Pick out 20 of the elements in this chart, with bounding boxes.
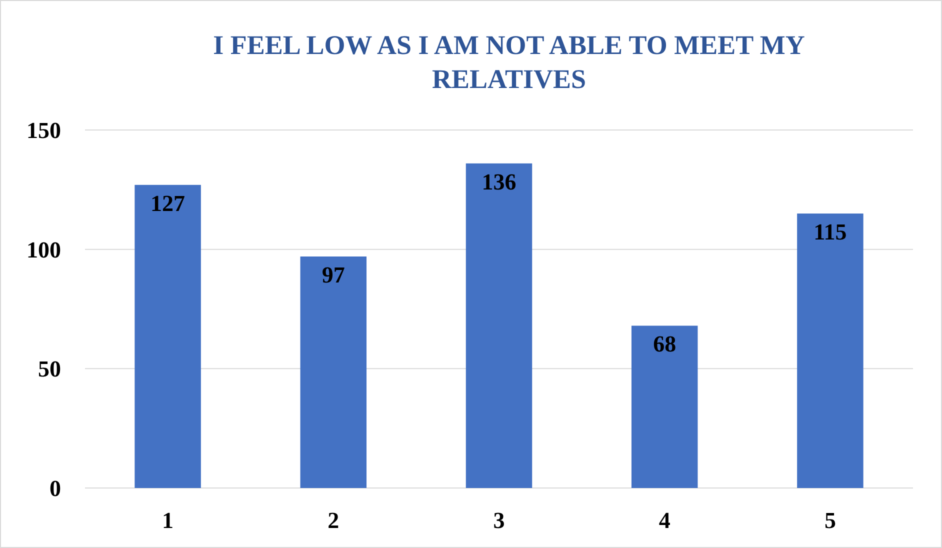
y-tick-label: 50 <box>38 356 61 382</box>
data-label: 115 <box>814 220 847 245</box>
chart-title: I FEEL LOW AS I AM NOT ABLE TO MEET MY RELATIVES <box>213 30 805 94</box>
bar <box>631 326 698 488</box>
x-tick-label: 3 <box>493 508 505 533</box>
y-tick-label: 0 <box>50 476 61 502</box>
bar <box>797 214 864 488</box>
x-tick-label: 4 <box>658 508 671 533</box>
y-tick-label: 100 <box>26 237 61 262</box>
bar <box>466 163 532 488</box>
x-tick-label: 2 <box>328 508 340 533</box>
x-tick-label: 5 <box>824 508 836 533</box>
bar <box>134 184 201 488</box>
y-tick-label: 150 <box>26 118 61 144</box>
bar <box>300 256 367 488</box>
data-label: 68 <box>653 332 676 357</box>
x-tick-label: 1 <box>162 508 174 533</box>
data-label: 127 <box>150 190 186 216</box>
data-label: 136 <box>482 169 516 194</box>
data-label: 97 <box>322 262 345 288</box>
